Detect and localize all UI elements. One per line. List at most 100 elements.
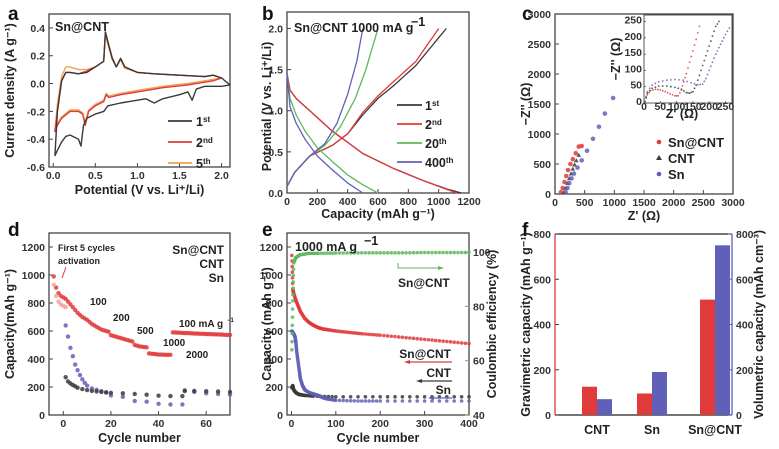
- panel-c-inset-point-Sn: [645, 95, 648, 98]
- panel-e-point-CNT-capacity: [400, 395, 405, 399]
- panel-c-point-Sn@CNT: [568, 161, 573, 167]
- panel-c-point-Sn@CNT: [573, 150, 579, 156]
- panel-e-point-Sn@CNT-CE: [319, 251, 323, 256]
- panel-e-x-tick-label: 400: [460, 418, 478, 430]
- panel-c-inset-point-Sn@CNT: [690, 55, 693, 58]
- panel-c-inset-point-Sn: [665, 79, 668, 82]
- panel-c-y-tick-label: 3000: [528, 9, 552, 21]
- panel-e-point-Sn@CNT-CE: [456, 250, 460, 255]
- panel-e-y-tick-label: 800: [265, 298, 283, 310]
- panel-e-legend-arrow-icon: [416, 379, 422, 383]
- panel-f-y2-tick-label: 600: [736, 274, 754, 286]
- panel-e-point-CNT-capacity: [459, 395, 464, 399]
- panel-c-inset-x-tick-label: 50: [654, 101, 666, 113]
- panel-e-point-Sn@CNT-capacity: [441, 339, 445, 343]
- panel-d-point-Sn: [156, 401, 161, 406]
- panel-c-inset-point-Sn: [709, 65, 712, 68]
- panel-c-inset-point-Sn: [674, 78, 676, 81]
- panel-c-inset-point-CNT: [696, 79, 699, 82]
- panel-c-inset-point-Sn@CNT: [682, 80, 685, 83]
- panel-d-point-Sn@CNT: [130, 339, 135, 344]
- panel-c-inset-point-CNT: [669, 85, 672, 88]
- panel-e-point-Sn@CNT-capacity: [372, 332, 377, 337]
- panel-c-point-Sn: [579, 158, 584, 163]
- panel-d-point-Sn: [144, 399, 149, 404]
- panel-e-point-Sn@CNT-CE: [331, 251, 335, 255]
- panel-c-inset-point-Sn@CNT: [666, 91, 669, 94]
- panel-f-bar-gravimetric: [637, 393, 652, 415]
- panel-c-inset-point-Sn@CNT: [693, 44, 696, 47]
- panel-c-inset-point-CNT: [648, 89, 651, 92]
- panel-d-point-Sn: [84, 383, 90, 388]
- panel-e-point-Sn-capacity: [467, 399, 471, 403]
- panel-c-inset-point-Sn: [693, 82, 696, 85]
- panel-c-inset-point-Sn@CNT: [654, 88, 657, 91]
- panel-c-point-Sn@CNT: [565, 167, 571, 173]
- panel-d-point-Sn: [77, 372, 83, 378]
- panel-d-point-CNT: [132, 391, 137, 397]
- panel-e-x-tick-label: 300: [416, 418, 434, 430]
- panel-e-point-Sn@CNT-capacity: [448, 340, 453, 344]
- panel-e-point-Sn@CNT-capacity: [360, 332, 365, 336]
- panel-c-x-tick-label: 500: [576, 197, 594, 209]
- panel-d-point-CNT: [215, 389, 221, 394]
- panel-e-point-Sn@CNT-capacity: [366, 332, 371, 337]
- panel-b-y-tick-label: 0.5: [268, 147, 283, 159]
- panel-c-inset-point-CNT: [708, 45, 711, 47]
- panel-e-point-Sn@CNT-CE: [352, 251, 357, 255]
- panel-e-point-Sn@CNT-CE: [290, 299, 295, 303]
- panel-e-point-CNT-capacity: [385, 395, 390, 399]
- panel-d-point-CNT: [203, 389, 209, 394]
- panel-e-point-Sn@CNT-CE: [291, 273, 296, 278]
- panel-d-point-Sn@CNT-charge: [53, 293, 59, 299]
- panel-c-inset-point-CNT: [661, 85, 664, 87]
- panel-e-point-Sn@CNT-CE: [426, 250, 431, 255]
- panel-e-point-Sn@CNT-CE: [325, 251, 329, 256]
- panel-e-point-Sn-capacity: [334, 398, 338, 403]
- panel-e-legend-label: CNT: [426, 366, 451, 380]
- panel-c-inset-point-CNT: [691, 90, 694, 93]
- panel-e-point-Sn@CNT-capacity: [400, 335, 405, 340]
- panel-e-point-Sn@CNT-CE: [356, 251, 360, 255]
- panel-a-title: Sn@CNT: [55, 20, 109, 34]
- panel-a-ylabel: Current density (A g⁻¹): [3, 23, 17, 158]
- panel-a-x-tick-label: 1.5: [172, 170, 187, 182]
- panel-e-point-Sn@CNT-CE: [382, 251, 386, 255]
- panel-e-point-Sn-capacity: [374, 399, 379, 403]
- panel-c-inset-point-Sn@CNT: [681, 84, 684, 87]
- panel-c-legend-label: Sn: [668, 167, 685, 182]
- panel-c-inset-point-Sn@CNT: [664, 90, 667, 93]
- panel-e-ce-bracket: [397, 263, 440, 269]
- panel-e-point-CNT-capacity: [356, 395, 360, 399]
- panel-d-x-tick-label: 60: [200, 418, 212, 430]
- panel-label-a: a: [8, 4, 19, 25]
- panel-c-legend-label: Sn@CNT: [668, 135, 724, 150]
- panel-e-ylabel: Capacity (mAh g⁻¹): [260, 267, 274, 381]
- panel-c-point-CNT: [572, 162, 577, 167]
- panel-e-y-tick-label: 200: [265, 382, 283, 394]
- panel-a-legend-label: 1st: [196, 115, 210, 130]
- panel-e-y-tick-label: 1200: [260, 242, 284, 254]
- panel-b-title-sup: −1: [411, 15, 425, 29]
- panel-c-inset-point-Sn@CNT: [646, 93, 649, 96]
- panel-e-point-Sn-capacity: [356, 399, 360, 403]
- panel-d-annotation-rate: 100 mA g: [179, 319, 223, 330]
- panel-c-inset-point-Sn: [690, 81, 693, 84]
- panel-c-inset-point-CNT: [711, 35, 714, 38]
- panel-d-point-Sn: [63, 323, 68, 328]
- panel-c-inset-point-Sn: [728, 27, 731, 29]
- panel-b-x-tick-label: 400: [339, 196, 357, 208]
- panel-e-point-Sn@CNT-CE: [322, 251, 326, 256]
- panel-e-point-Sn@CNT-CE: [290, 307, 295, 311]
- panel-c-xlabel: Z' (Ω): [628, 209, 660, 223]
- panel-c-point-Sn: [565, 185, 570, 191]
- panel-e-point-Sn@CNT-CE: [430, 250, 434, 255]
- panel-c-inset-point-Sn: [651, 84, 654, 86]
- panel-e-point-Sn@CNT-capacity: [433, 338, 438, 343]
- panel-e-point-Sn@CNT-CE: [448, 250, 453, 255]
- panel-c-inset-point-CNT: [687, 91, 689, 94]
- panel-e-point-CNT-capacity: [452, 395, 457, 399]
- panel-c-point-Sn: [596, 124, 602, 130]
- panel-e-point-Sn@CNT-CE: [422, 250, 427, 255]
- panel-c-point-Sn: [590, 136, 596, 142]
